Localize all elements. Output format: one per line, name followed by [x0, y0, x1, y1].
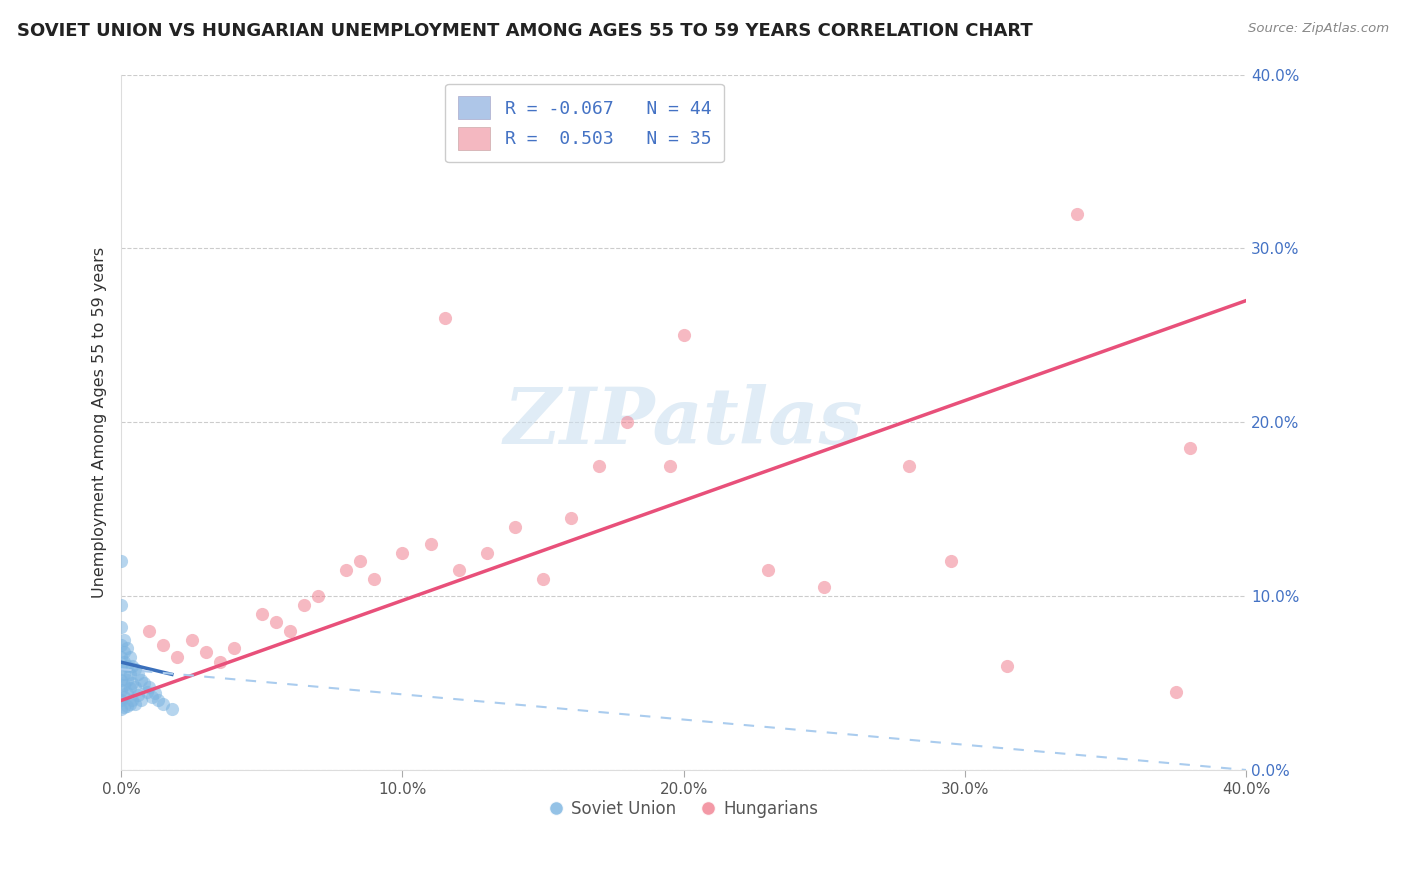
- Point: [110, 662, 132, 676]
- Point: [995, 658, 1018, 673]
- Text: ZIPatlas: ZIPatlas: [503, 384, 863, 460]
- Point: [391, 546, 413, 560]
- Point: [1164, 685, 1187, 699]
- Point: [112, 678, 135, 692]
- Point: [1066, 206, 1088, 220]
- Point: [110, 650, 132, 665]
- Point: [132, 676, 155, 690]
- Point: [112, 645, 135, 659]
- Point: [335, 563, 357, 577]
- Point: [278, 624, 301, 638]
- Point: [475, 546, 498, 560]
- Point: [208, 655, 231, 669]
- Point: [756, 563, 779, 577]
- Point: [166, 650, 188, 665]
- Point: [152, 697, 174, 711]
- Point: [112, 700, 135, 714]
- Point: [121, 693, 143, 707]
- Point: [138, 624, 160, 638]
- Point: [115, 641, 138, 656]
- Point: [292, 598, 315, 612]
- Point: [897, 458, 920, 473]
- Point: [222, 641, 245, 656]
- Point: [112, 655, 135, 669]
- Point: [124, 662, 146, 676]
- Point: [110, 683, 132, 698]
- Point: [112, 667, 135, 681]
- Point: [127, 688, 149, 702]
- Point: [146, 693, 169, 707]
- Point: [127, 667, 149, 681]
- Point: [658, 458, 681, 473]
- Point: [160, 702, 183, 716]
- Point: [115, 686, 138, 700]
- Point: [447, 563, 470, 577]
- Point: [141, 690, 163, 704]
- Point: [110, 673, 132, 687]
- Point: [433, 310, 456, 325]
- Legend: Soviet Union, Hungarians: Soviet Union, Hungarians: [543, 793, 825, 824]
- Point: [560, 511, 582, 525]
- Point: [118, 697, 141, 711]
- Point: [110, 702, 132, 716]
- Point: [118, 667, 141, 681]
- Point: [110, 693, 132, 707]
- Point: [110, 620, 132, 634]
- Point: [129, 673, 152, 687]
- Point: [124, 697, 146, 711]
- Y-axis label: Unemployment Among Ages 55 to 59 years: Unemployment Among Ages 55 to 59 years: [93, 247, 107, 598]
- Point: [110, 554, 132, 568]
- Point: [135, 685, 157, 699]
- Text: Source: ZipAtlas.com: Source: ZipAtlas.com: [1249, 22, 1389, 36]
- Point: [503, 519, 526, 533]
- Point: [939, 554, 962, 568]
- Text: SOVIET UNION VS HUNGARIAN UNEMPLOYMENT AMONG AGES 55 TO 59 YEARS CORRELATION CHA: SOVIET UNION VS HUNGARIAN UNEMPLOYMENT A…: [17, 22, 1032, 40]
- Point: [419, 537, 441, 551]
- Point: [180, 632, 202, 647]
- Point: [363, 572, 385, 586]
- Point: [124, 680, 146, 694]
- Point: [118, 650, 141, 665]
- Point: [112, 632, 135, 647]
- Point: [112, 690, 135, 704]
- Point: [616, 415, 638, 429]
- Point: [121, 658, 143, 673]
- Point: [813, 581, 835, 595]
- Point: [264, 615, 287, 630]
- Point: [129, 693, 152, 707]
- Point: [152, 638, 174, 652]
- Point: [143, 686, 166, 700]
- Point: [121, 676, 143, 690]
- Point: [672, 328, 695, 343]
- Point: [349, 554, 371, 568]
- Point: [115, 673, 138, 687]
- Point: [307, 589, 329, 603]
- Point: [588, 458, 610, 473]
- Point: [531, 572, 554, 586]
- Point: [138, 680, 160, 694]
- Point: [194, 645, 217, 659]
- Point: [110, 638, 132, 652]
- Point: [115, 658, 138, 673]
- Point: [1178, 442, 1201, 456]
- Point: [110, 598, 132, 612]
- Point: [118, 681, 141, 696]
- Point: [250, 607, 273, 621]
- Point: [115, 698, 138, 713]
